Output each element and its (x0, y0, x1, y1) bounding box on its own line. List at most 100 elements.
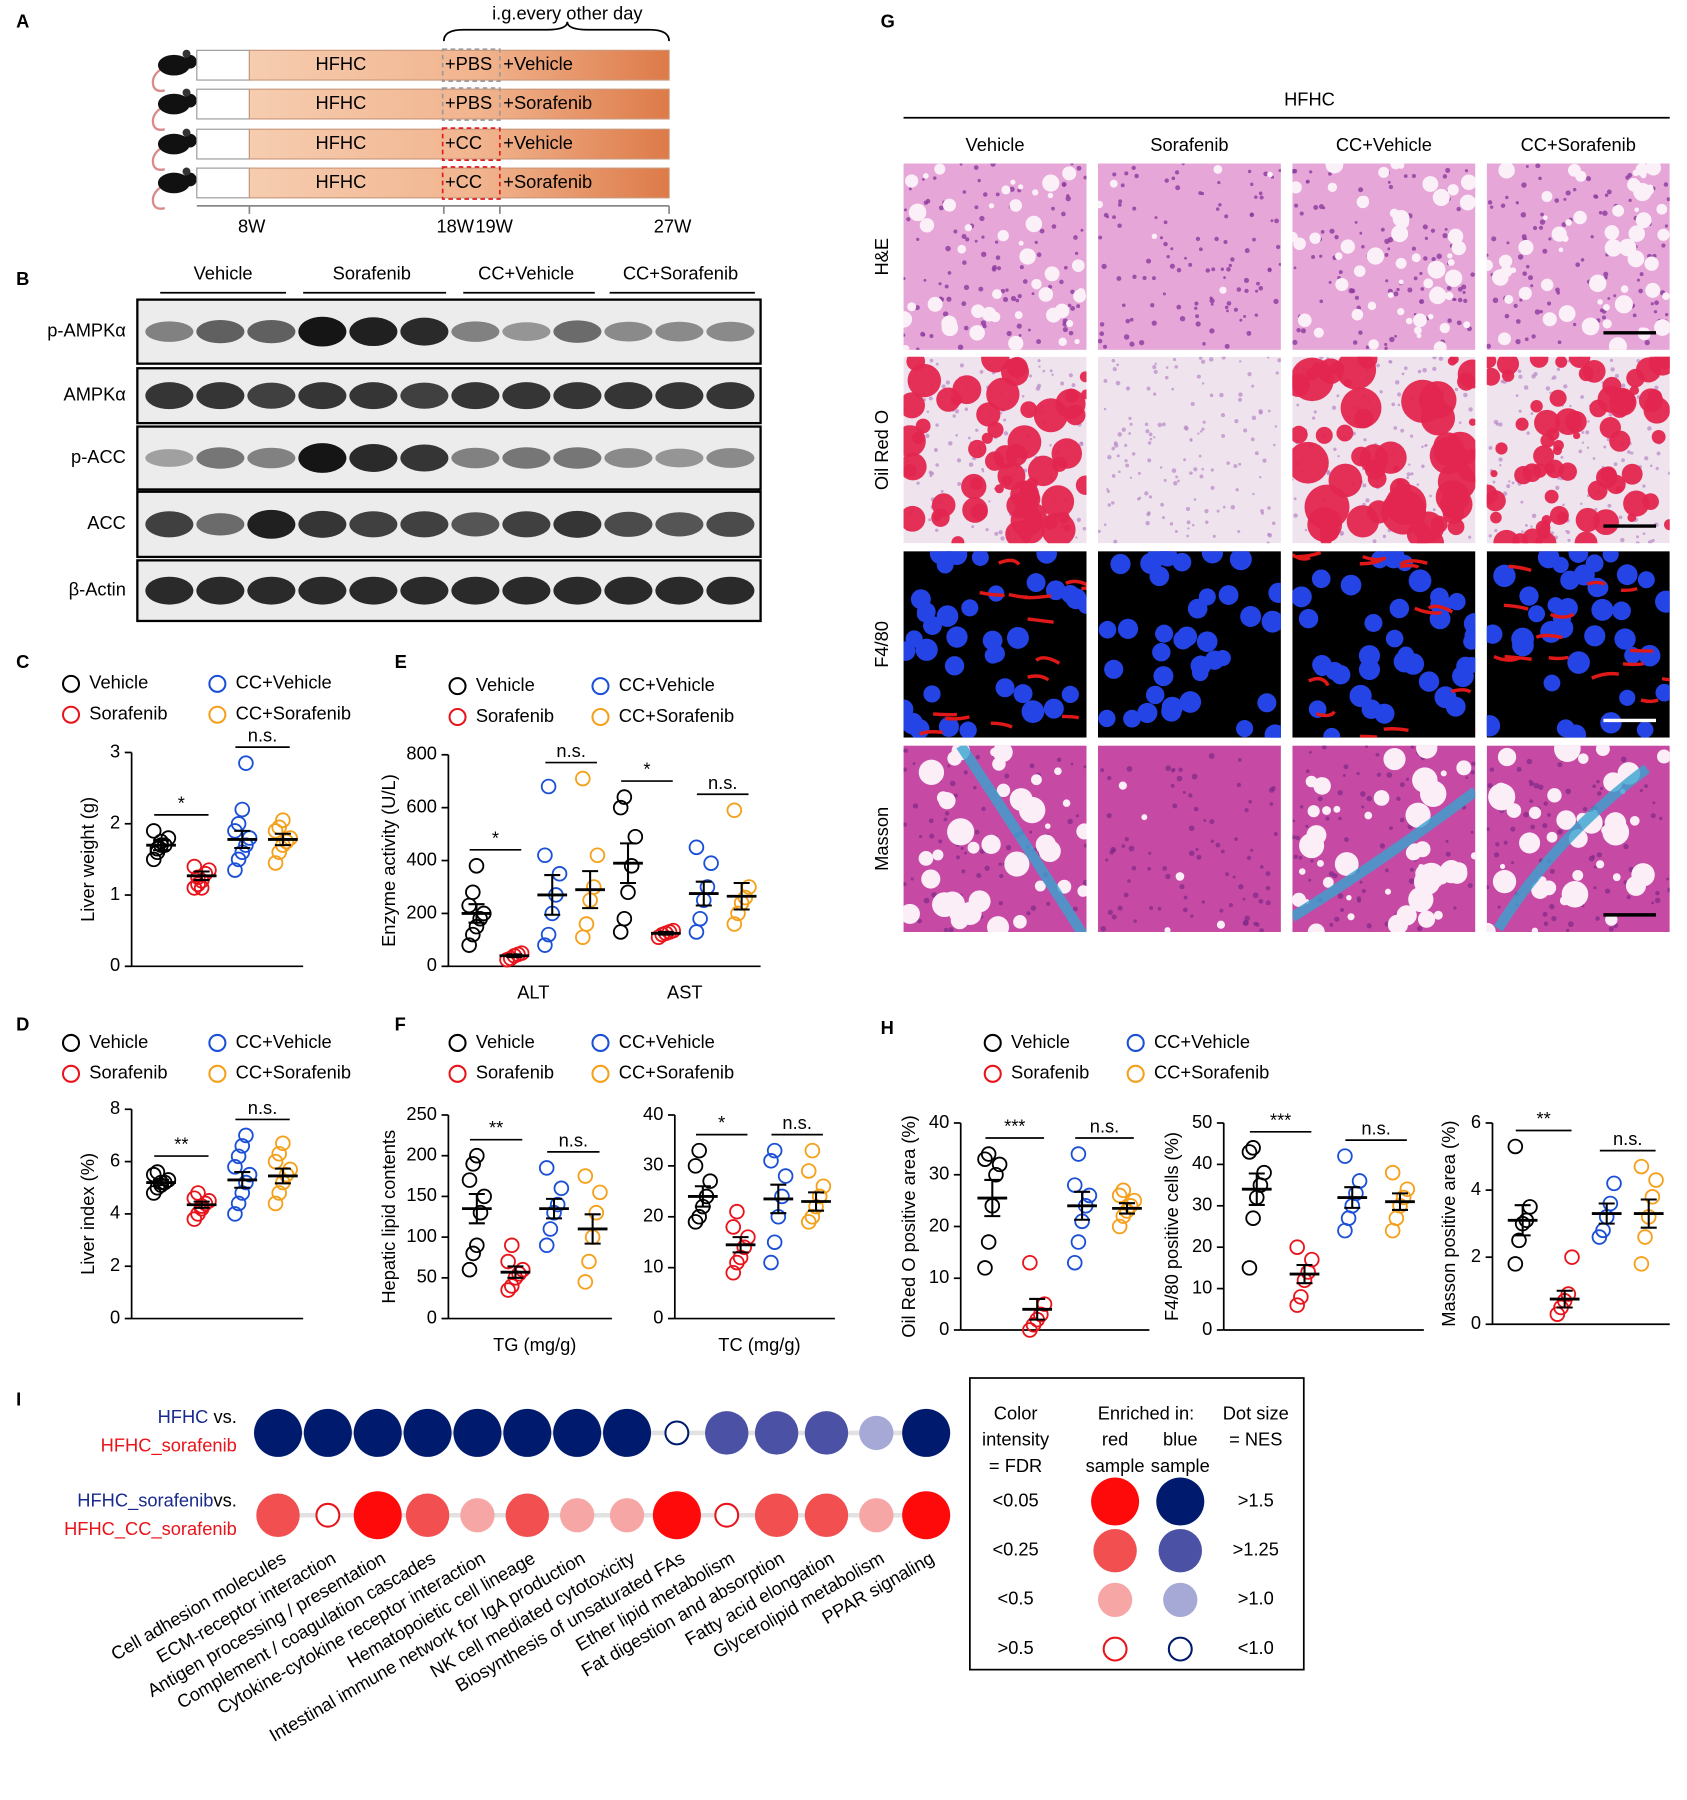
texture (1423, 256, 1428, 261)
texture (929, 833, 935, 839)
texture (985, 528, 989, 532)
texture (1527, 275, 1534, 281)
texture (1034, 880, 1046, 892)
texture (1653, 310, 1658, 314)
texture (1422, 176, 1439, 192)
texture (947, 764, 951, 768)
data-point (461, 1261, 478, 1278)
texture (1258, 285, 1264, 291)
sem-bar (544, 874, 561, 916)
texture (1333, 805, 1341, 813)
protein-label: p-AMPKα (47, 319, 126, 340)
texture (1387, 914, 1409, 933)
micrograph (1292, 551, 1476, 738)
row-label-part: HFHC_CC_sorafenib (64, 1518, 237, 1540)
texture (1498, 254, 1513, 268)
texture (1560, 455, 1564, 459)
data-point (1606, 1175, 1622, 1192)
texture (1205, 520, 1209, 525)
texture (1537, 551, 1560, 569)
texture (1490, 511, 1502, 524)
row-label-part: HFHC_sorafenib (101, 1434, 237, 1456)
texture (1599, 417, 1621, 439)
blot-band (349, 576, 398, 605)
texture (1103, 407, 1107, 411)
texture (1311, 569, 1331, 589)
significance-label: *** (1004, 1116, 1025, 1137)
texture (1523, 811, 1529, 818)
texture (1639, 272, 1644, 277)
blot-band (247, 382, 296, 409)
texture (1619, 689, 1636, 706)
texture (1572, 869, 1584, 881)
texture (969, 325, 985, 341)
texture (903, 903, 920, 924)
texture (1009, 186, 1015, 192)
texture (1250, 182, 1254, 187)
texture (1492, 869, 1517, 894)
texture (1665, 313, 1669, 317)
texture (1365, 498, 1370, 503)
texture (916, 481, 920, 485)
diet-header: HFHC (1284, 88, 1335, 109)
texture (1018, 334, 1022, 337)
texture (938, 282, 942, 286)
texture (1193, 467, 1198, 472)
texture (1456, 206, 1461, 212)
blot-band (553, 320, 602, 343)
y-tick-label: 50 (1192, 1111, 1212, 1132)
texture (916, 347, 920, 350)
texture (1453, 906, 1457, 910)
texture (1076, 304, 1081, 309)
data-point (774, 1188, 790, 1205)
legend-label: Sorafenib (89, 703, 167, 724)
texture (936, 605, 959, 627)
texture (1321, 745, 1327, 750)
y-tick-label: 0 (653, 1306, 663, 1327)
texture (1523, 385, 1529, 390)
texture (1030, 774, 1042, 786)
texture (1586, 176, 1592, 182)
texture (1239, 360, 1242, 363)
texture (1186, 534, 1190, 538)
protein-label: p-ACC (71, 446, 126, 467)
texture (1627, 450, 1631, 454)
texture (1256, 281, 1260, 286)
mouse-body (157, 54, 190, 76)
texture (1229, 551, 1252, 571)
texture (1431, 256, 1436, 262)
legend-label: CC+Vehicle (619, 674, 715, 695)
protein-label: β-Actin (69, 578, 126, 599)
texture (1544, 489, 1559, 504)
texture (1425, 443, 1428, 447)
texture (1019, 265, 1024, 270)
blot-band (502, 511, 551, 538)
texture (1219, 286, 1227, 294)
enrichment-dot (405, 1493, 450, 1537)
texture (949, 910, 961, 922)
texture (1170, 247, 1174, 251)
texture (951, 536, 965, 544)
texture (1593, 886, 1597, 890)
texture (1486, 827, 1490, 832)
texture (1360, 734, 1378, 738)
texture (1182, 907, 1188, 913)
texture (1157, 906, 1162, 911)
texture (1354, 221, 1358, 224)
data-point (465, 926, 481, 943)
significance-label: n.s. (782, 1112, 811, 1133)
texture (932, 849, 944, 861)
texture (1026, 911, 1031, 916)
texture (1036, 551, 1057, 564)
texture (1432, 366, 1437, 372)
legend-marker (591, 707, 610, 727)
texture (1461, 284, 1467, 290)
y-axis-label: Hepatic lipid contents (378, 1130, 399, 1304)
y-tick-label: 1 (110, 883, 120, 904)
texture (1401, 379, 1445, 423)
texture (1394, 334, 1397, 338)
texture (1627, 513, 1637, 522)
texture (1013, 684, 1033, 704)
significance-label: n.s. (1613, 1128, 1642, 1149)
texture (1127, 879, 1131, 883)
